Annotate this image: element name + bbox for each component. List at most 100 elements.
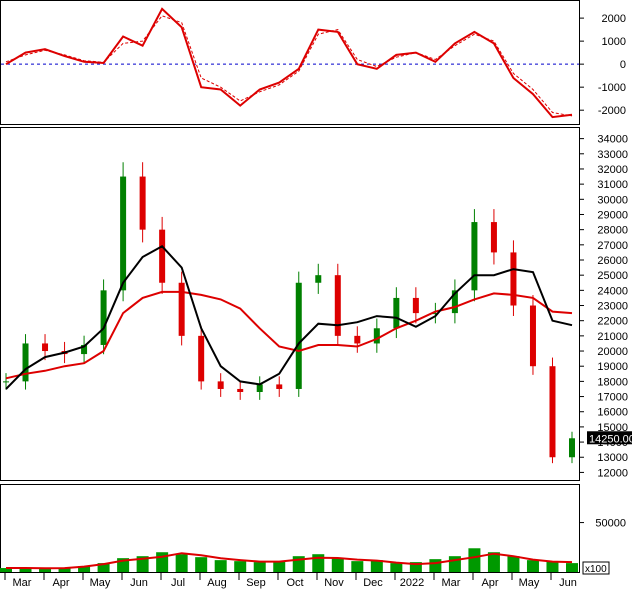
y-tick-label: 0 <box>620 59 626 71</box>
candle-body <box>159 229 166 283</box>
y-tick-label: 1000 <box>602 36 626 48</box>
y-tick-label: 25000 <box>597 270 628 282</box>
y-tick-label: 27000 <box>597 240 628 252</box>
candle-body <box>354 335 361 344</box>
x-tick-label: Apr <box>52 577 69 589</box>
candle-body <box>549 366 556 458</box>
candle-body <box>490 222 497 253</box>
x-tick-label: Jul <box>171 577 185 589</box>
x-tick-label: Mar <box>442 577 461 589</box>
candle-body <box>3 381 9 383</box>
x-tick-label: May <box>519 577 540 589</box>
candle-body <box>237 388 244 392</box>
y-tick-label: 2000 <box>602 13 626 25</box>
last-price-badge <box>587 431 632 445</box>
candle-body <box>42 343 49 352</box>
x-tick-label: Dec <box>363 577 383 589</box>
candle-body <box>217 381 224 389</box>
volume-bar <box>97 563 110 572</box>
candle-body <box>120 176 127 291</box>
volume-bar <box>58 567 71 572</box>
volume-bars <box>0 548 578 572</box>
candle-body <box>529 305 536 367</box>
last-price-label: 14250.00 <box>587 431 632 445</box>
candle-body <box>315 275 322 283</box>
y-tick-label: 23000 <box>597 301 628 313</box>
volume-bar <box>487 552 500 572</box>
x-tick-label: Aug <box>207 577 227 589</box>
volume-ma-line <box>6 552 573 570</box>
volume-bar <box>566 563 578 572</box>
x-tick-label: May <box>90 577 111 589</box>
volume-bar <box>195 557 208 572</box>
volume-bar <box>253 562 266 572</box>
candle-body <box>22 343 29 382</box>
candle-body <box>569 438 575 458</box>
y-tick-label: -2000 <box>598 105 626 117</box>
volume-panel <box>0 484 580 573</box>
volume-bar <box>214 560 227 572</box>
volume-bar <box>370 560 383 572</box>
x-tick-label: Sep <box>246 577 266 589</box>
candle-body <box>451 290 458 314</box>
candle-body <box>510 252 517 306</box>
candle-body <box>373 328 380 344</box>
volume-bar <box>19 568 32 572</box>
candle-body <box>471 222 478 291</box>
volume-bar <box>507 556 520 572</box>
volume-bar <box>136 556 149 572</box>
price-panel <box>0 127 580 481</box>
volume-bar <box>409 562 422 572</box>
oscillator-line <box>5 7 573 119</box>
candle-body <box>276 384 283 389</box>
x-tick-label: Jun <box>130 577 148 589</box>
y-tick-label: 28000 <box>597 225 628 237</box>
y-tick-label: 22000 <box>597 316 628 328</box>
y-tick-label: 15000 <box>597 422 628 434</box>
candle-body <box>178 282 185 336</box>
volume-bar <box>234 561 247 572</box>
candle-body <box>295 282 302 389</box>
volume-bar <box>390 563 403 572</box>
y-tick-label: 26000 <box>597 255 628 267</box>
candle-body <box>139 176 146 230</box>
volume-bar <box>526 560 539 572</box>
y-tick-label: 17000 <box>597 392 628 404</box>
volume-bar <box>39 569 52 572</box>
last-price-text: 14250.00 <box>589 433 632 445</box>
y-tick-label: 32000 <box>597 164 628 176</box>
candle-body <box>81 344 88 355</box>
x-tick-label: Jun <box>559 577 577 589</box>
volume-bar <box>351 561 364 572</box>
price-y-axis: 34000 33000 32000 31000 30000 29000 28000 27000… <box>580 134 628 479</box>
candles <box>3 162 575 464</box>
volume-y-axis: 50000 <box>580 518 626 530</box>
oscillator-y-axis: 2000 1000 0 -1000 -2000 <box>580 13 626 117</box>
y-tick-label: 31000 <box>597 179 628 191</box>
volume-bar <box>78 566 91 572</box>
y-tick-label: 13000 <box>597 452 628 464</box>
ma-fast-line <box>5 245 573 390</box>
y-tick-label: 30000 <box>597 194 628 206</box>
y-tick-label: 20000 <box>597 346 628 358</box>
y-tick-label: 33000 <box>597 149 628 161</box>
y-tick-label: 18000 <box>597 376 628 388</box>
y-tick-label: 12000 <box>597 467 628 479</box>
x-tick-label: Apr <box>481 577 498 589</box>
y-tick-label: -1000 <box>598 82 626 94</box>
y-tick-label: 50000 <box>595 518 626 530</box>
volume-bar <box>429 559 442 572</box>
volume-unit-badge: x100 <box>582 561 610 575</box>
y-tick-label: 16000 <box>597 407 628 419</box>
x-tick-label: Nov <box>324 577 344 589</box>
candle-body <box>334 275 341 336</box>
volume-unit-label: x100 <box>585 564 607 575</box>
volume-bar <box>0 568 12 572</box>
x-tick-label: Oct <box>286 577 303 589</box>
panel-frames <box>0 0 580 573</box>
y-tick-label: 34000 <box>597 134 628 146</box>
candle-body <box>100 290 107 345</box>
x-axis: Mar Apr May Jun Jul Aug Sep Oct Nov Dec 2022 Mar Apr… <box>4 572 577 589</box>
volume-bar <box>546 561 559 572</box>
